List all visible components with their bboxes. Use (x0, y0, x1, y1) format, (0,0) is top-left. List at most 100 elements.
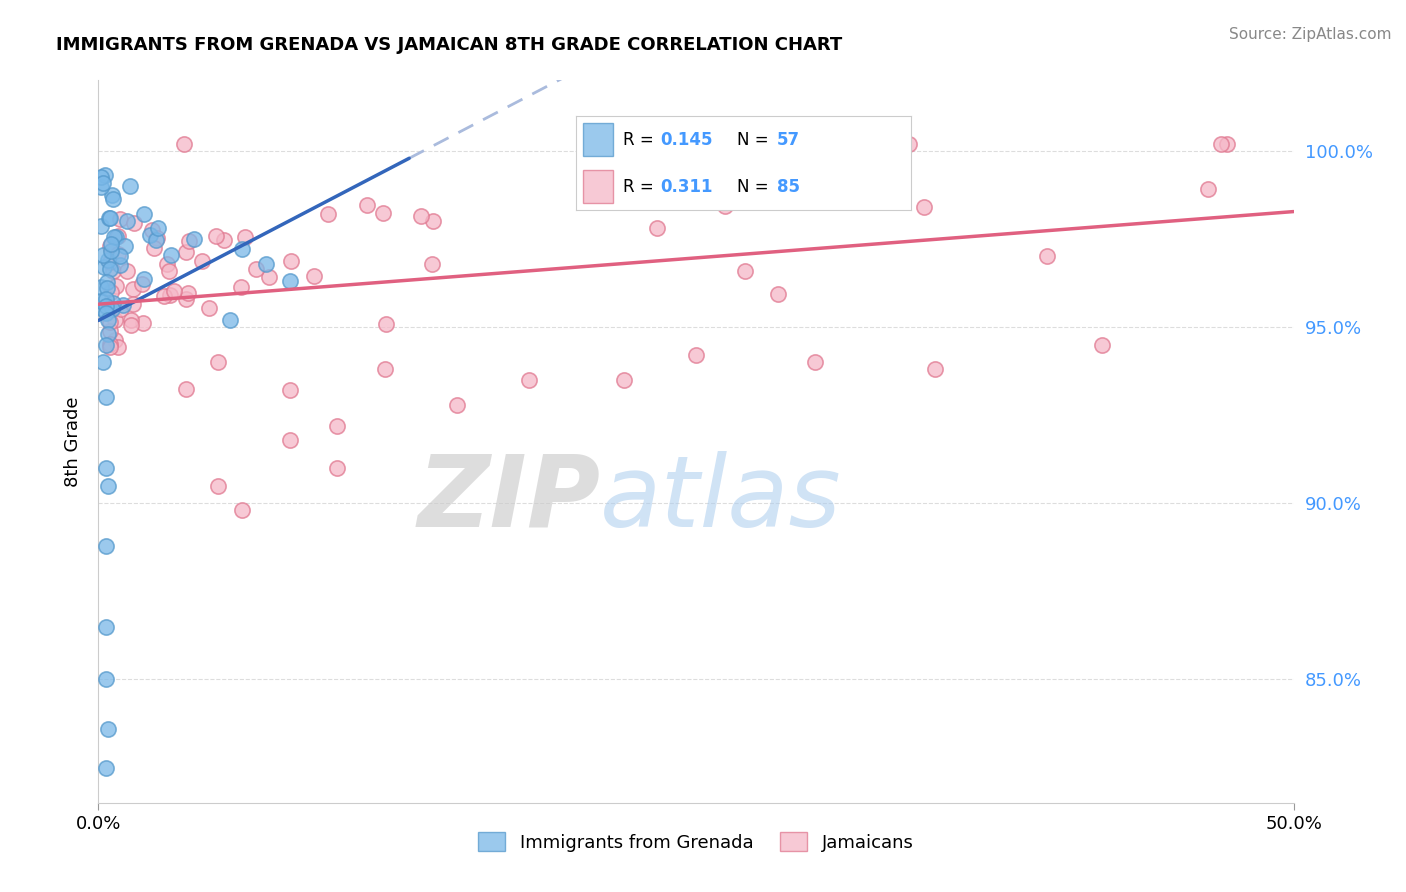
Point (98, 340, 122, 354)
Point (98, 211, 121, 226)
Point (714, 199, 737, 213)
Point (792, 136, 814, 151)
Point (132, 316, 155, 330)
Legend: Immigrants from Grenada, Jamaicans: Immigrants from Grenada, Jamaicans (471, 825, 921, 859)
Point (159, 288, 181, 302)
Point (118, 178, 141, 193)
Point (782, 195, 804, 210)
Point (105, 278, 128, 293)
Point (98, 255, 122, 269)
Point (326, 418, 349, 433)
Point (174, 244, 197, 259)
Point (280, 253, 302, 268)
Point (108, 258, 131, 272)
Point (104, 333, 127, 347)
Point (100, 285, 122, 300)
Point (219, 313, 242, 327)
Point (375, 317, 398, 331)
Point (148, 221, 170, 235)
Point (103, 296, 125, 310)
Point (163, 284, 186, 298)
Point (100, 302, 122, 317)
Point (613, 373, 636, 387)
Point (100, 236, 122, 251)
Point (93, 260, 115, 274)
Point (756, 183, 779, 197)
Point (100, 262, 122, 277)
Point (94, 292, 117, 306)
Point (131, 277, 153, 291)
Point (134, 207, 156, 221)
Point (138, 227, 160, 242)
Point (766, 286, 789, 301)
Text: Source: ZipAtlas.com: Source: ZipAtlas.com (1229, 27, 1392, 42)
Point (177, 285, 200, 300)
Point (98, 324, 122, 338)
Point (245, 261, 267, 276)
Point (422, 256, 444, 270)
Point (1216, 136, 1239, 151)
Point (94, 337, 117, 351)
Point (302, 269, 325, 284)
Point (100, 244, 122, 259)
Point (156, 257, 179, 271)
Point (207, 355, 229, 369)
Point (97, 722, 120, 736)
Point (93, 247, 115, 261)
Point (231, 243, 253, 257)
Point (117, 214, 139, 228)
Point (1197, 181, 1219, 195)
Point (278, 433, 301, 447)
Point (90, 170, 112, 185)
Point (94, 619, 117, 633)
Text: IMMIGRANTS FROM GRENADA VS JAMAICAN 8TH GRADE CORRELATION CHART: IMMIGRANTS FROM GRENADA VS JAMAICAN 8TH … (56, 36, 842, 54)
Point (114, 239, 136, 253)
Point (97, 313, 120, 327)
Point (104, 229, 127, 244)
Point (108, 249, 131, 263)
Point (924, 362, 946, 376)
Point (229, 279, 252, 293)
Point (145, 231, 167, 245)
Point (374, 362, 396, 376)
Point (1091, 337, 1114, 351)
Point (94, 306, 117, 320)
Point (177, 234, 200, 248)
Point (278, 274, 301, 288)
Point (120, 312, 142, 326)
Point (94, 168, 117, 182)
Point (160, 248, 183, 262)
Point (214, 233, 236, 247)
Point (145, 233, 167, 247)
Point (90, 294, 112, 309)
Point (371, 206, 394, 220)
Point (912, 201, 935, 215)
Point (422, 213, 444, 227)
Point (94, 760, 117, 774)
Point (122, 297, 145, 311)
Point (107, 340, 129, 354)
Point (91, 355, 114, 369)
Point (122, 282, 145, 296)
Point (316, 207, 339, 221)
Point (173, 136, 195, 151)
Point (254, 256, 277, 270)
Point (91, 302, 114, 317)
Point (94, 539, 117, 553)
Point (205, 228, 228, 243)
Point (207, 478, 229, 492)
Point (1209, 136, 1232, 151)
Point (94, 299, 117, 313)
Point (278, 384, 301, 398)
Point (142, 241, 165, 255)
Point (110, 301, 132, 316)
Point (100, 188, 122, 202)
Point (94, 391, 117, 405)
Point (96, 275, 118, 289)
Point (107, 229, 129, 244)
Point (96, 281, 118, 295)
Point (645, 221, 668, 235)
Point (107, 247, 129, 261)
Text: ZIP: ZIP (418, 450, 600, 548)
Point (111, 298, 134, 312)
